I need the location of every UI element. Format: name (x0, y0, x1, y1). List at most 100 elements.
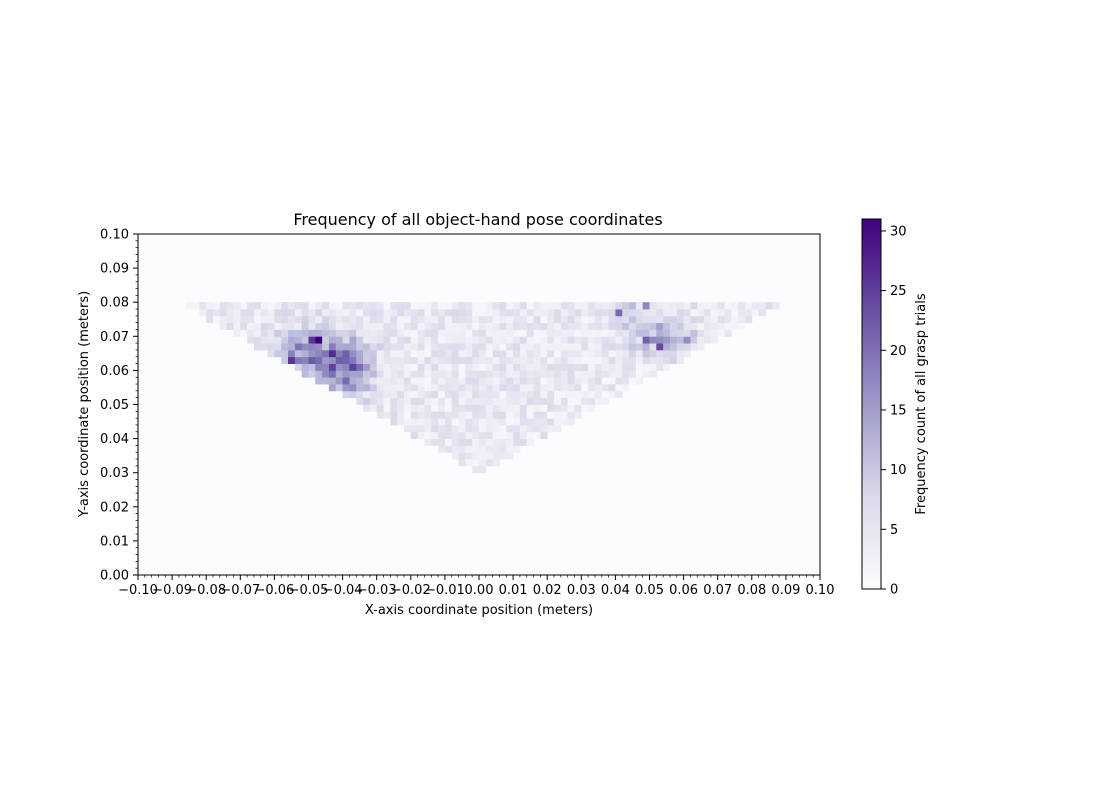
heatmap-cell (349, 377, 357, 385)
heatmap-cell (199, 309, 207, 317)
plot-area (137, 233, 821, 576)
heatmap-cell (451, 390, 459, 399)
heatmap-cell (506, 315, 514, 324)
heatmap-cell (676, 302, 684, 310)
y-tick-label: 0.05 (100, 398, 129, 413)
heatmap-cell (390, 404, 398, 412)
heatmap-cell (526, 370, 534, 378)
heatmap-cell (642, 322, 650, 330)
heatmap-cell (322, 302, 330, 310)
heatmap-cell (438, 390, 446, 399)
heatmap-cell (499, 411, 507, 419)
heatmap-cell (451, 302, 459, 310)
heatmap-cell (349, 363, 357, 371)
heatmap-cell (622, 363, 630, 371)
heatmap-cell (253, 315, 262, 324)
heatmap-cell (479, 302, 487, 310)
heatmap-cell (369, 404, 378, 412)
colorbar-tick-label: 5 (890, 523, 898, 538)
heatmap-cell (581, 322, 589, 330)
heatmap-cell (417, 302, 425, 310)
heatmap-cell (704, 302, 712, 310)
heatmap-cell (479, 445, 487, 453)
heatmap-cell (642, 336, 650, 344)
heatmap-cell (431, 411, 439, 419)
heatmap-cell (479, 370, 487, 378)
heatmap-cell (431, 322, 439, 330)
x-tick-label: 0.04 (601, 583, 630, 598)
heatmap-cell (540, 363, 548, 371)
heatmap-cell (499, 302, 507, 310)
heatmap-cell (499, 315, 507, 324)
heatmap-cell (513, 445, 521, 453)
heatmap-cell (567, 356, 575, 364)
heatmap-cell (608, 329, 616, 337)
heatmap-cell (513, 431, 521, 439)
heatmap-cell (403, 336, 412, 344)
heatmap-cell (424, 424, 432, 433)
heatmap-cell (506, 370, 514, 378)
heatmap-cell (567, 329, 575, 337)
heatmap-cell (383, 329, 391, 337)
heatmap-cell (424, 390, 432, 399)
heatmap-cell (417, 411, 425, 419)
heatmap-cell (363, 370, 371, 378)
heatmap-cell (349, 343, 357, 351)
heatmap-cell (363, 349, 371, 358)
heatmap-cell (676, 336, 684, 344)
heatmap-cell (560, 302, 569, 310)
heatmap-cell (274, 349, 282, 358)
heatmap-cell (267, 336, 275, 344)
heatmap-cell (472, 370, 480, 378)
heatmap-cell (479, 411, 487, 419)
heatmap-cell (738, 309, 746, 317)
heatmap-cell (588, 302, 596, 310)
heatmap-cell (567, 390, 575, 399)
heatmap-cell (649, 309, 657, 317)
heatmap-cell (588, 356, 596, 364)
heatmap-cell (458, 329, 466, 337)
heatmap-cell (663, 309, 671, 317)
heatmap-cell (444, 424, 453, 433)
heatmap-cell (772, 302, 780, 310)
heatmap-cell (642, 370, 650, 378)
heatmap-cell (403, 370, 412, 378)
heatmap-cell (328, 363, 337, 371)
heatmap-cell (519, 356, 528, 364)
x-tick-label: −0.06 (254, 583, 294, 598)
heatmap-cell (513, 336, 521, 344)
heatmap-cell (656, 309, 664, 317)
heatmap-cell (376, 370, 384, 378)
heatmap-cell (356, 309, 364, 317)
heatmap-cell (281, 349, 289, 358)
heatmap-cell (294, 363, 303, 371)
heatmap-cell (308, 349, 316, 358)
heatmap-cell (547, 424, 555, 433)
heatmap-cell (342, 343, 350, 351)
heatmap-cell (758, 302, 766, 310)
heatmap-cell (629, 370, 637, 378)
heatmap-cell (560, 404, 569, 412)
heatmap-cell (328, 377, 337, 385)
heatmap-cell (294, 309, 303, 317)
heatmap-cell (499, 309, 507, 317)
heatmap-cell (233, 322, 241, 330)
heatmap-cell (390, 363, 398, 371)
heatmap-cell (506, 384, 514, 392)
heatmap-cell (260, 336, 268, 344)
heatmap-cell (683, 343, 691, 351)
heatmap-cell (738, 322, 746, 330)
heatmap-cell (438, 370, 446, 378)
heatmap-cell (560, 336, 569, 344)
heatmap-cell (410, 302, 419, 310)
heatmap-cell (485, 363, 494, 371)
heatmap-cell (697, 315, 705, 324)
heatmap-cell (465, 390, 473, 399)
heatmap-cell (342, 384, 350, 392)
heatmap-cell (540, 370, 548, 378)
heatmap-cell (274, 322, 282, 330)
heatmap-cell (451, 343, 459, 351)
heatmap-cell (554, 309, 562, 317)
heatmap-cell (608, 336, 616, 344)
